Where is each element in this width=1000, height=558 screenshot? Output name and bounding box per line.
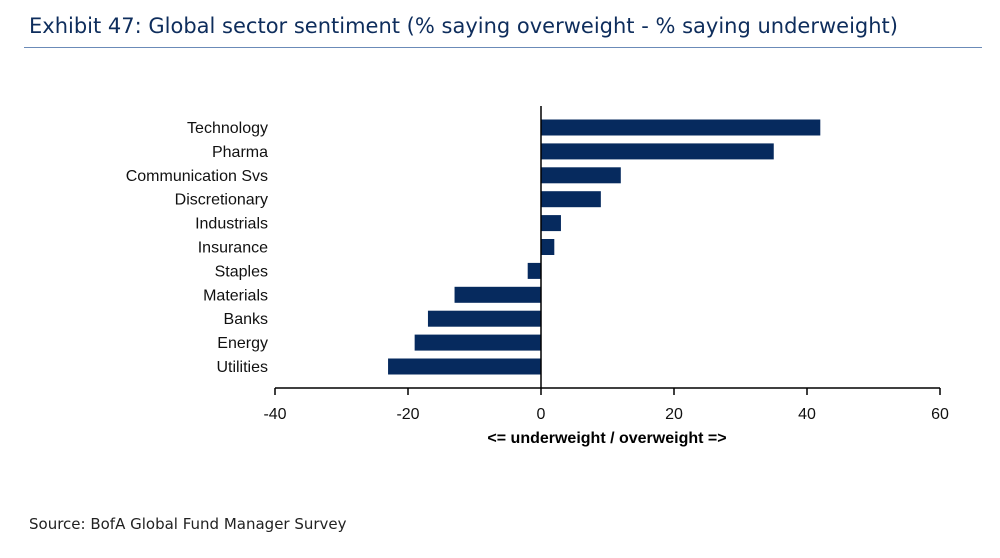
bars-layer	[388, 119, 821, 375]
bar-technology	[541, 119, 821, 136]
category-label-staples: Staples	[215, 263, 268, 280]
category-label-insurance: Insurance	[198, 240, 268, 257]
x-axis: -40 -20 0 20 40 60	[263, 106, 949, 423]
category-labels-layer: Technology Pharma Communication Svs Discret…	[126, 120, 268, 376]
title-divider	[24, 47, 982, 48]
bar-banks	[427, 310, 541, 327]
x-axis-title: <= underweight / overweight =>	[487, 430, 726, 447]
category-label-pharma: Pharma	[212, 144, 268, 161]
bar-energy	[414, 334, 541, 351]
bar-staples	[527, 262, 541, 279]
category-label-industrials: Industrials	[195, 216, 268, 233]
category-label-technology: Technology	[187, 120, 268, 137]
category-label-energy: Energy	[217, 335, 268, 352]
category-label-materials: Materials	[203, 287, 268, 304]
source-note: Source: BofA Global Fund Manager Survey	[29, 515, 347, 533]
bar-utilities	[388, 358, 541, 375]
x-tick-label: -20	[396, 406, 419, 423]
category-label-communication-svs: Communication Svs	[126, 168, 268, 185]
x-tick-label: 0	[537, 406, 546, 423]
bar-communication-svs	[541, 167, 621, 184]
exhibit-title: Exhibit 47: Global sector sentiment (% s…	[29, 14, 898, 38]
x-tick-label: 60	[931, 406, 949, 423]
bar-industrials	[541, 215, 561, 232]
bar-insurance	[541, 239, 555, 255]
category-label-banks: Banks	[224, 311, 268, 328]
bar-discretionary	[541, 191, 601, 208]
category-label-utilities: Utilities	[216, 359, 268, 376]
x-tick-label: -40	[263, 406, 286, 423]
bar-materials	[454, 286, 541, 303]
sector-sentiment-bar-chart: Technology Pharma Communication Svs Discret…	[126, 106, 949, 447]
x-tick-label: 40	[798, 406, 816, 423]
bar-pharma	[541, 143, 774, 160]
category-label-discretionary: Discretionary	[175, 192, 268, 209]
x-tick-label: 20	[665, 406, 683, 423]
